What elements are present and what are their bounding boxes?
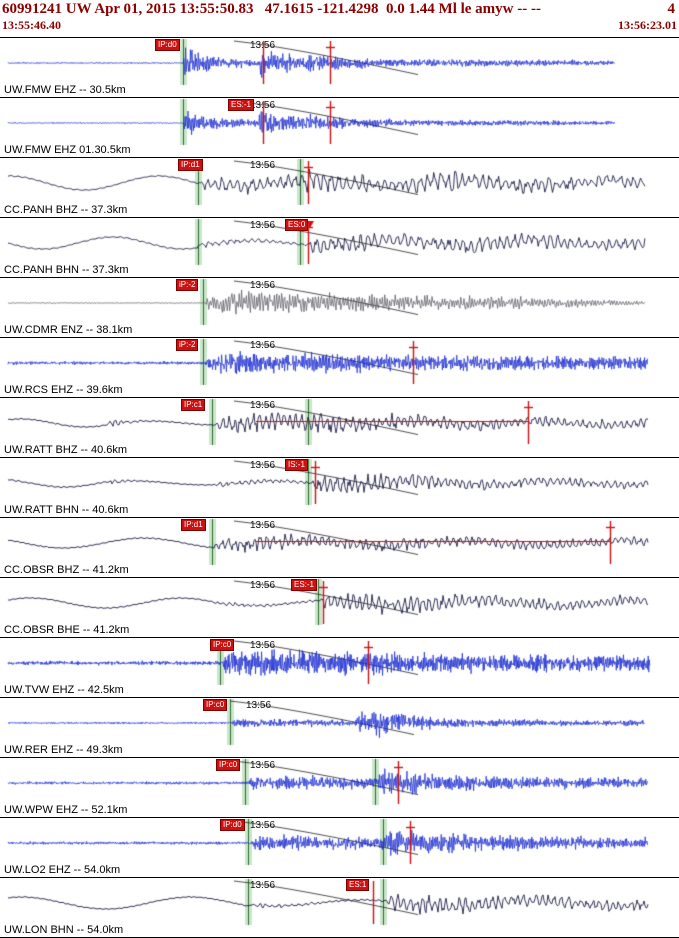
trace-row[interactable]: iP:-2 13:56 UW.RCS EHZ -- 39.6km: [0, 338, 679, 398]
pick-label-badge[interactable]: IP:c1: [181, 399, 206, 411]
event-header: 60991241 UW Apr 01, 2015 13:55:50.83 47.…: [0, 0, 679, 38]
time-window-line: 13:55:46.40 13:56:23.01: [0, 18, 679, 33]
window-start-time: 13:55:46.40: [2, 18, 61, 32]
pick-label-badge[interactable]: IP:d1: [178, 159, 203, 171]
station-label: UW.LON BHN -- 54.0km: [4, 924, 124, 936]
pick-label-badge[interactable]: ES:-1: [291, 579, 318, 591]
minute-label: 13:56: [250, 880, 276, 891]
waveform-canvas[interactable]: [0, 518, 679, 577]
pick-label-badge[interactable]: IP:d0: [155, 39, 180, 51]
trace-row[interactable]: IS:-1 13:56 UW.RATT BHN -- 40.6km: [0, 458, 679, 518]
station-label: UW.FMW EHZ -- 30.5km: [4, 84, 126, 96]
waveform-canvas[interactable]: [0, 458, 679, 517]
station-label: CC.OBSR BHE -- 41.2km: [4, 624, 130, 636]
station-label: UW.CDMR ENZ -- 38.1km: [4, 324, 133, 336]
pick-label-badge[interactable]: IP:c0: [216, 759, 241, 771]
pick-label-badge[interactable]: iP:-2: [176, 279, 199, 291]
minute-label: 13:56: [250, 280, 276, 291]
trace-row[interactable]: IP:d0 13:56 UW.LO2 EHZ -- 54.0km: [0, 818, 679, 878]
trace-rows: IP:d0 13:56 UW.FMW EHZ -- 30.5km ES:-1 13:56…: [0, 38, 679, 938]
minute-label: 13:56: [246, 700, 272, 711]
trace-row[interactable]: IP:d1 13:56 CC.OBSR BHZ -- 41.2km: [0, 518, 679, 578]
minute-label: 13:56: [250, 580, 276, 591]
station-label: UW.RCS EHZ -- 39.6km: [4, 384, 123, 396]
trace-row[interactable]: ES:0 13:56 CC.PANH BHN -- 37.3km: [0, 218, 679, 278]
minute-label: 13:56: [250, 460, 276, 471]
station-label: UW.LO2 EHZ -- 54.0km: [4, 864, 121, 876]
event-summary: 60991241 UW Apr 01, 2015 13:55:50.83 47.…: [2, 1, 541, 17]
trace-row[interactable]: IP:d1 13:56 CC.PANH BHZ -- 37.3km: [0, 158, 679, 218]
minute-label: 13:56: [250, 40, 276, 51]
trace-row[interactable]: IP:c0 13:56 UW.WPW EHZ -- 52.1km: [0, 758, 679, 818]
station-label: CC.OBSR BHZ -- 41.2km: [4, 564, 129, 576]
station-label: CC.PANH BHZ -- 37.3km: [4, 204, 128, 216]
minute-label: 13:56: [250, 160, 276, 171]
trace-row[interactable]: ES:-1 13:56 UW.FMW EHZ 01.30.5km: [0, 98, 679, 158]
pick-label-badge[interactable]: ES:1: [346, 879, 370, 891]
station-label: UW.TVW EHZ -- 42.5km: [4, 684, 124, 696]
pick-label-badge[interactable]: IP:c0: [203, 699, 228, 711]
trace-row[interactable]: IP:c1 13:56 UW.RATT BHZ -- 40.6km: [0, 398, 679, 458]
station-label: UW.RATT BHN -- 40.6km: [4, 504, 129, 516]
event-title-line: 60991241 UW Apr 01, 2015 13:55:50.83 47.…: [0, 0, 679, 18]
waveform-canvas[interactable]: [0, 98, 679, 157]
waveform-canvas[interactable]: [0, 638, 679, 697]
minute-label: 13:56: [250, 220, 276, 231]
waveform-canvas[interactable]: [0, 818, 679, 877]
waveform-canvas[interactable]: [0, 578, 679, 637]
station-label: UW.RATT BHZ -- 40.6km: [4, 444, 128, 456]
station-label: CC.PANH BHN -- 37.3km: [4, 264, 129, 276]
waveform-canvas[interactable]: [0, 698, 679, 757]
waveform-canvas[interactable]: [0, 158, 679, 217]
trace-count: 4: [667, 1, 676, 17]
waveform-canvas[interactable]: [0, 338, 679, 397]
minute-label: 13:56: [250, 340, 276, 351]
trace-row[interactable]: IP:c0 13:56 UW.RER EHZ -- 49.3km: [0, 698, 679, 758]
minute-label: 13:56: [250, 760, 276, 771]
pick-label-badge[interactable]: IS:-1: [285, 459, 308, 471]
window-end-time: 13:56:23.01: [618, 18, 677, 32]
pick-label-badge[interactable]: ES:0: [285, 219, 309, 231]
pick-label-badge[interactable]: iP:-2: [176, 339, 199, 351]
trace-row[interactable]: IP:d0 13:56 UW.FMW EHZ -- 30.5km: [0, 38, 679, 98]
pick-label-badge[interactable]: IP:d1: [181, 519, 206, 531]
pick-label-badge[interactable]: IP:d0: [220, 819, 245, 831]
station-label: UW.FMW EHZ 01.30.5km: [4, 144, 131, 156]
trace-row[interactable]: IP:c0 13:56 UW.TVW EHZ -- 42.5km: [0, 638, 679, 698]
waveform-canvas[interactable]: [0, 398, 679, 457]
minute-label: 13:56: [250, 640, 276, 651]
minute-label: 13:56: [250, 400, 276, 411]
trace-row[interactable]: ES:-1 13:56 CC.OBSR BHE -- 41.2km: [0, 578, 679, 638]
minute-label: 13:56: [250, 520, 276, 531]
waveform-canvas[interactable]: [0, 758, 679, 817]
minute-label: 13:56: [250, 820, 276, 831]
station-label: UW.RER EHZ -- 49.3km: [4, 744, 123, 756]
waveform-canvas[interactable]: [0, 278, 679, 337]
waveform-canvas[interactable]: [0, 218, 679, 277]
waveform-canvas[interactable]: [0, 878, 679, 937]
minute-label: 13:56: [250, 100, 276, 111]
station-label: UW.WPW EHZ -- 52.1km: [4, 804, 128, 816]
pick-label-badge[interactable]: ES:-1: [228, 99, 255, 111]
pick-label-badge[interactable]: IP:c0: [210, 639, 235, 651]
trace-row[interactable]: ES:1 13:56 UW.LON BHN -- 54.0km: [0, 878, 679, 938]
waveform-canvas[interactable]: [0, 38, 679, 97]
trace-row[interactable]: iP:-2 13:56 UW.CDMR ENZ -- 38.1km: [0, 278, 679, 338]
